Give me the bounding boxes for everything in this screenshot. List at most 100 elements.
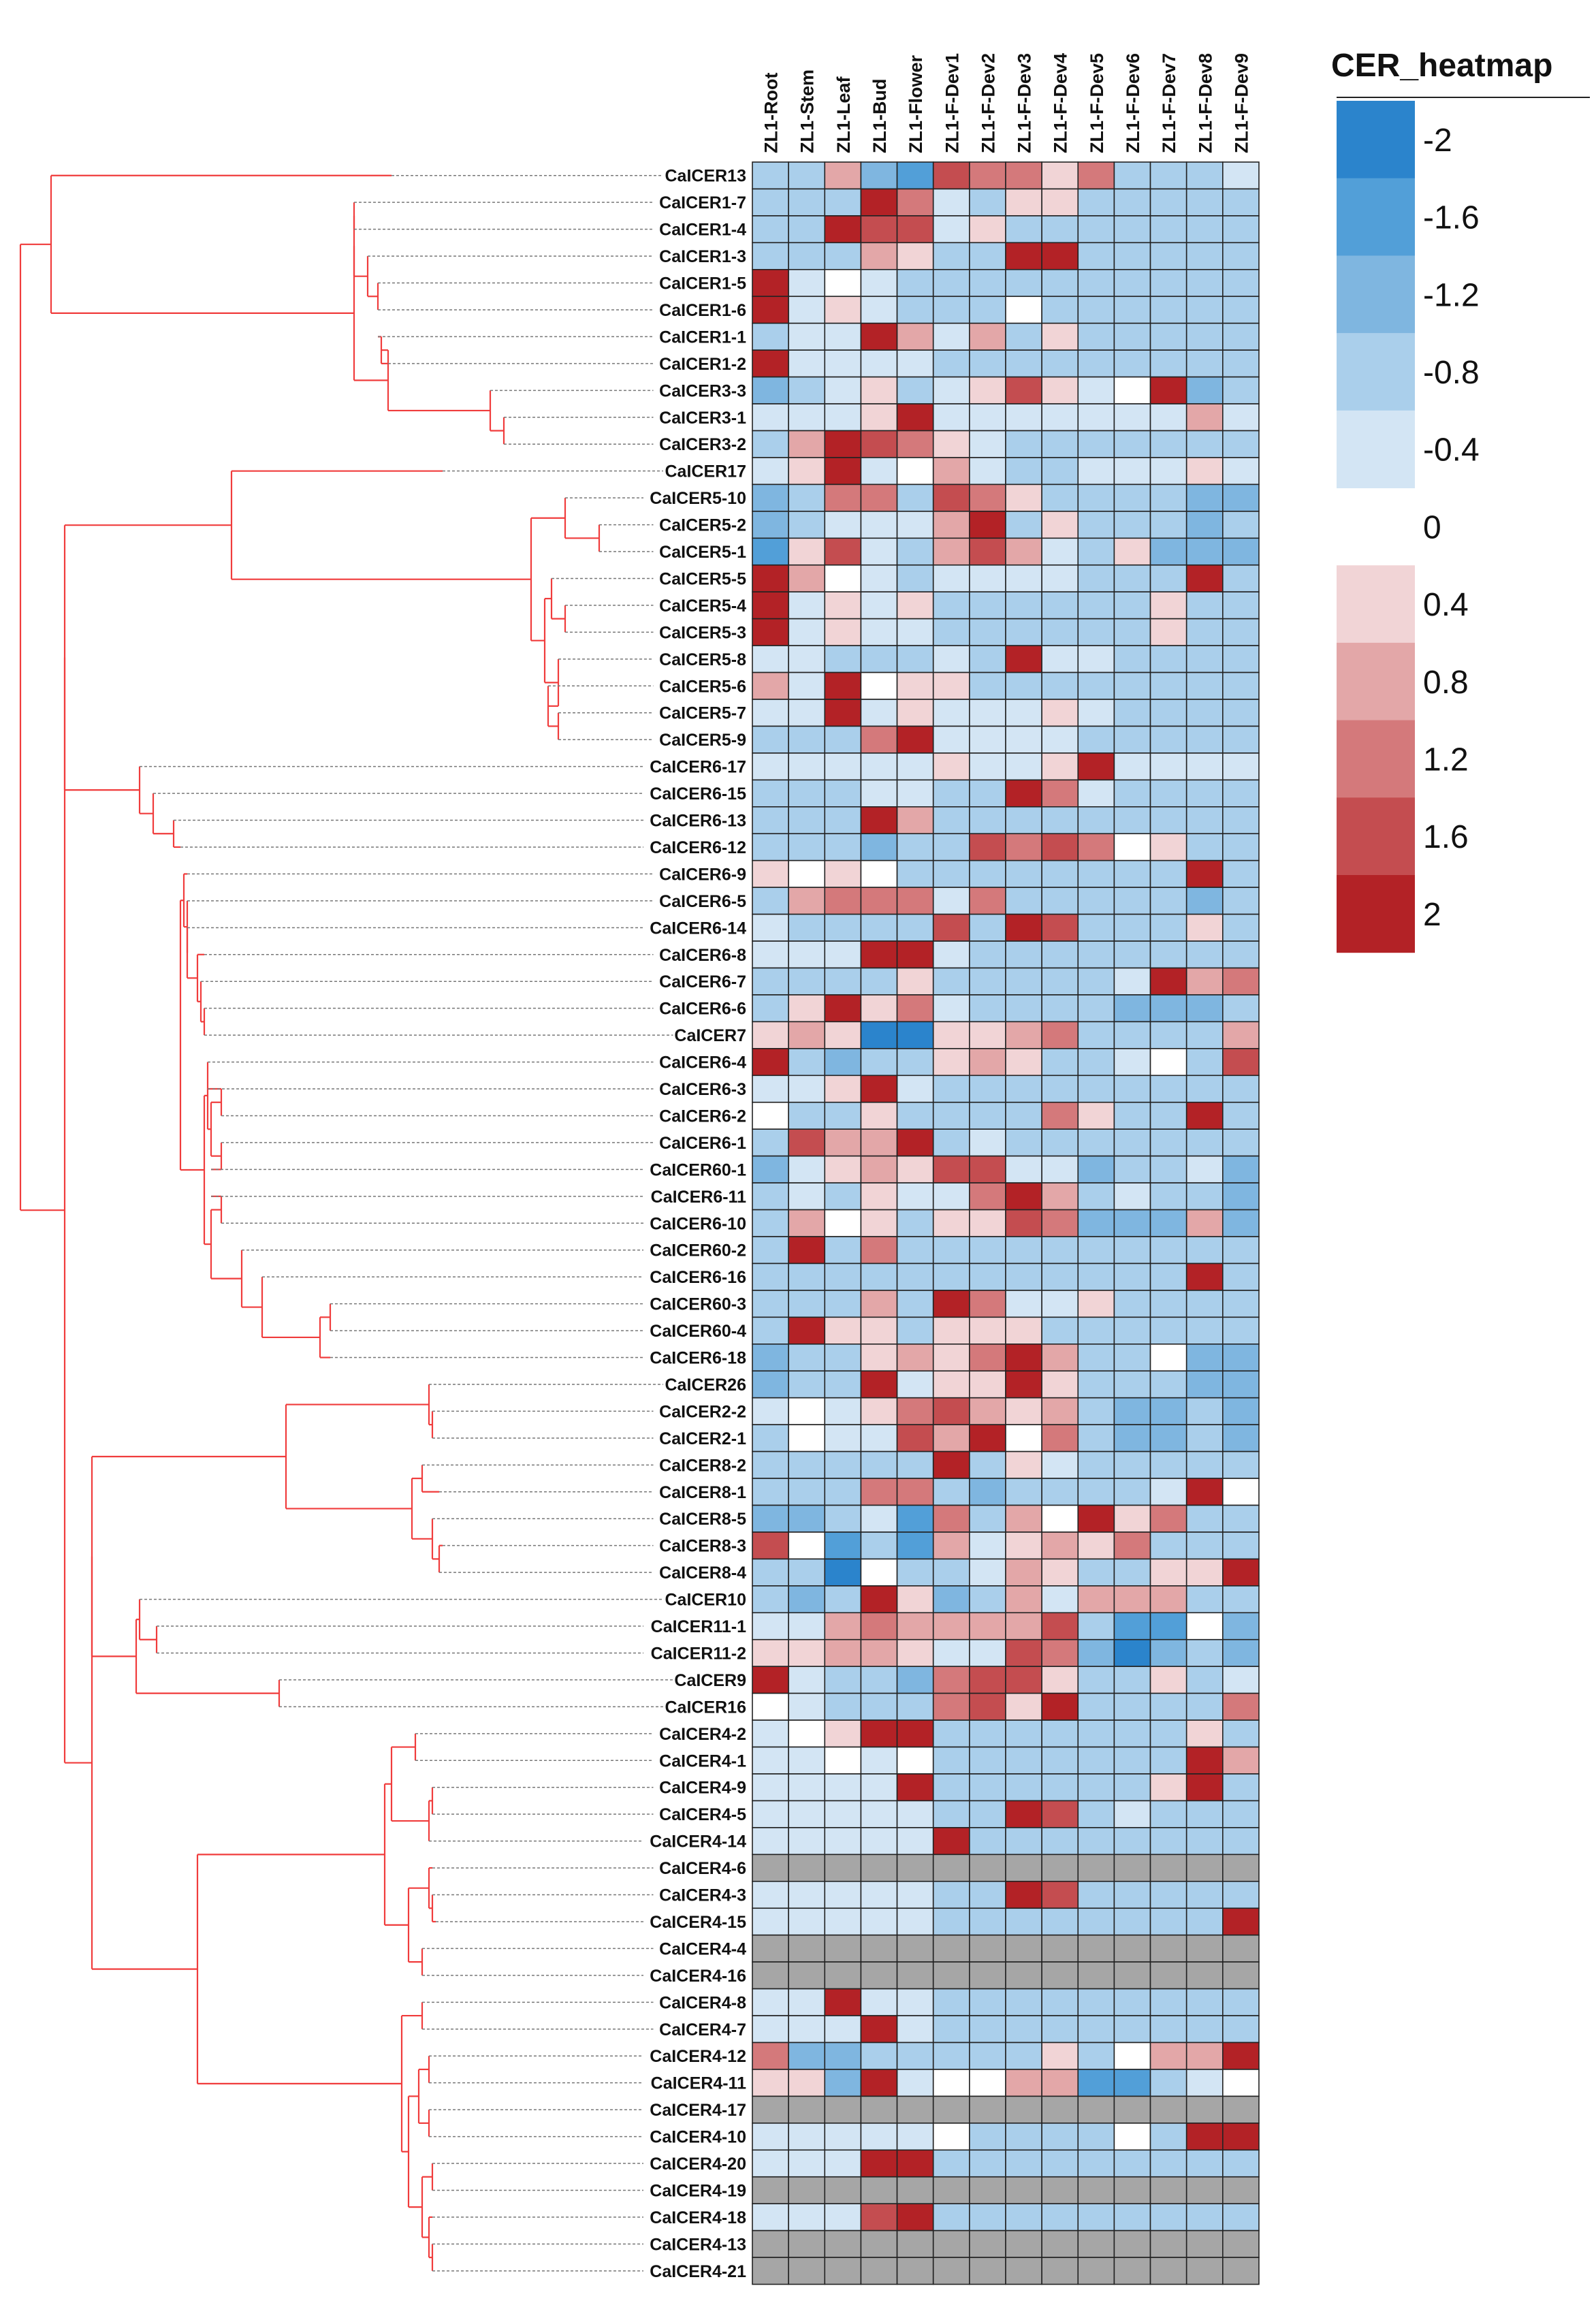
- heatmap-cell: [752, 1075, 789, 1103]
- heatmap-cell: [1041, 699, 1079, 727]
- heatmap-cell: [824, 511, 862, 539]
- heatmap-cell: [1149, 1155, 1187, 1184]
- heatmap-cell: [1149, 1881, 1187, 1909]
- heatmap-cell: [1222, 1827, 1260, 1856]
- heatmap-cell: [860, 1746, 898, 1775]
- heatmap-cell: [752, 403, 789, 432]
- legend-swatch: [1337, 333, 1415, 411]
- heatmap-cell: [1185, 1209, 1224, 1237]
- heatmap-cell: [1041, 1101, 1079, 1130]
- heatmap-cell: [788, 806, 826, 835]
- heatmap-cell: [1077, 2257, 1115, 2285]
- heatmap-cell: [1041, 1504, 1079, 1533]
- heatmap-cell: [1113, 268, 1151, 298]
- heatmap-cell: [1113, 2015, 1151, 2044]
- heatmap-cell: [1149, 2069, 1187, 2097]
- heatmap-cell: [1222, 887, 1260, 915]
- heatmap-cell: [1149, 699, 1187, 727]
- heatmap-cell: [1149, 1934, 1187, 1963]
- heatmap-cell: [969, 2229, 1006, 2258]
- heatmap-cell: [1113, 511, 1151, 539]
- heatmap-cell: [896, 1666, 934, 1694]
- heatmap-cell: [1149, 1585, 1187, 1614]
- heatmap-cell: [1005, 1612, 1042, 1640]
- heatmap-cell: [1005, 1128, 1042, 1157]
- heatmap-cell: [896, 1881, 934, 1909]
- heatmap-cell: [1005, 1531, 1042, 1560]
- heatmap-cell: [1041, 1934, 1079, 1963]
- heatmap-cell: [788, 1746, 826, 1775]
- heatmap-cell: [824, 1988, 862, 2016]
- heatmap-cell: [1222, 1612, 1260, 1640]
- heatmap-cell: [1185, 2229, 1224, 2258]
- heatmap-cell: [1149, 1504, 1187, 1533]
- heatmap-cell: [824, 967, 862, 996]
- heatmap-cell: [752, 752, 789, 781]
- heatmap-cell: [1041, 618, 1079, 646]
- heatmap-cell: [752, 296, 789, 324]
- heatmap-cell: [969, 188, 1006, 217]
- heatmap-cell: [1077, 2203, 1115, 2231]
- heatmap-cell: [896, 403, 934, 432]
- heatmap-cell: [860, 457, 898, 486]
- heatmap-cell: [1041, 1907, 1079, 1936]
- heatmap-cell: [824, 1612, 862, 1640]
- heatmap-cell: [824, 1048, 862, 1077]
- heatmap-cell: [1185, 1692, 1224, 1721]
- heatmap-cell: [752, 1450, 789, 1479]
- heatmap-cell: [860, 591, 898, 620]
- row-label: CaICER60-2: [650, 1241, 746, 1260]
- row-label: CaICER6-17: [650, 758, 746, 777]
- heatmap-cell: [1149, 1290, 1187, 1318]
- heatmap-cell: [860, 564, 898, 593]
- heatmap-cell: [896, 215, 934, 244]
- heatmap-cell: [1113, 752, 1151, 781]
- heatmap-cell: [1149, 940, 1187, 969]
- heatmap-cell: [1149, 188, 1187, 217]
- heatmap-cell: [824, 1638, 862, 1668]
- heatmap-cell: [824, 376, 862, 404]
- heatmap-cell: [1185, 671, 1224, 700]
- heatmap-cell: [1041, 376, 1079, 404]
- row-label: CaICER3-3: [659, 381, 746, 400]
- heatmap-cell: [969, 215, 1006, 244]
- heatmap-cell: [788, 564, 826, 593]
- heatmap-cell: [896, 161, 934, 190]
- heatmap-cell: [824, 725, 862, 754]
- heatmap-cell: [752, 2229, 789, 2258]
- heatmap-cell: [1005, 2257, 1042, 2285]
- heatmap-cell: [788, 2095, 826, 2124]
- heatmap-cell: [1222, 833, 1260, 861]
- heatmap-cell: [1077, 752, 1115, 781]
- heatmap-cell: [932, 215, 970, 244]
- heatmap-cell: [1222, 2257, 1260, 2285]
- heatmap-cell: [752, 1478, 789, 1506]
- heatmap-cell: [896, 188, 934, 217]
- heatmap-cell: [788, 1692, 826, 1721]
- heatmap-cell: [1149, 994, 1187, 1023]
- heatmap-cell: [932, 1209, 970, 1237]
- heatmap-cell: [1005, 1827, 1042, 1856]
- heatmap-cell: [1149, 618, 1187, 646]
- heatmap-cell: [1149, 215, 1187, 244]
- heatmap-cell: [788, 1021, 826, 1049]
- heatmap-cell: [1222, 1155, 1260, 1184]
- heatmap-cell: [1222, 161, 1260, 190]
- heatmap-cell: [860, 2257, 898, 2285]
- heatmap-cell: [1149, 1666, 1187, 1694]
- heatmap-cell: [860, 940, 898, 969]
- heatmap-cell: [824, 699, 862, 727]
- heatmap-cell: [860, 430, 898, 458]
- legend-tick-label: 0: [1423, 509, 1441, 545]
- heatmap-cell: [860, 1638, 898, 1668]
- heatmap-cell: [824, 1719, 862, 1748]
- heatmap-cell: [752, 483, 789, 512]
- heatmap-cell: [1185, 1048, 1224, 1077]
- heatmap-cell: [860, 161, 898, 190]
- heatmap-cell: [1005, 1773, 1042, 1802]
- heatmap-cell: [1149, 1531, 1187, 1560]
- heatmap-cell: [1005, 1182, 1042, 1211]
- heatmap-cell: [1041, 564, 1079, 593]
- heatmap-cell: [1185, 1638, 1224, 1668]
- row-label: CaICER4-11: [651, 2074, 746, 2093]
